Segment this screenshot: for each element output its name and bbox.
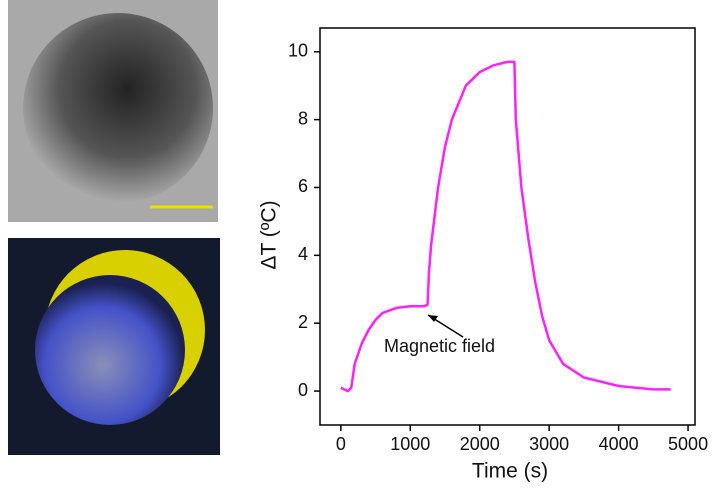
fluorescence-image xyxy=(8,238,220,455)
y-tick-label: 0 xyxy=(298,380,308,400)
x-tick-label: 0 xyxy=(336,434,346,454)
x-tick-label: 3000 xyxy=(529,434,569,454)
y-tick-label: 8 xyxy=(298,108,308,128)
tem-image xyxy=(8,0,218,222)
data-line xyxy=(340,60,671,393)
x-tick-label: 4000 xyxy=(599,434,639,454)
x-tick-label: 1000 xyxy=(390,434,430,454)
plot-frame xyxy=(319,27,696,426)
y-axis-label: ΔT (ºC) xyxy=(258,200,281,269)
x-axis-label: Time (s) xyxy=(472,460,548,483)
x-tick-label: 5000 xyxy=(668,434,708,454)
x-tick-label: 2000 xyxy=(460,434,500,454)
y-tick-label: 10 xyxy=(288,41,308,61)
y-tick-label: 2 xyxy=(298,312,308,332)
annotation-arrowhead xyxy=(428,315,438,322)
annotation: Magnetic field xyxy=(384,336,495,356)
y-tick-label: 4 xyxy=(298,244,308,264)
y-tick-label: 6 xyxy=(298,176,308,196)
